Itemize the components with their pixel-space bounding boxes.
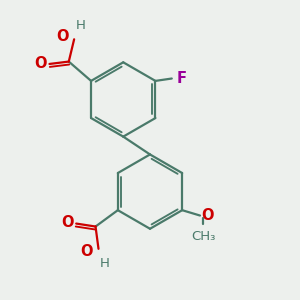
Text: O: O — [81, 244, 93, 259]
Text: O: O — [56, 29, 69, 44]
Text: O: O — [61, 215, 74, 230]
Text: CH₃: CH₃ — [191, 230, 216, 243]
Text: O: O — [34, 56, 47, 70]
Text: F: F — [176, 71, 186, 86]
Text: H: H — [99, 257, 109, 270]
Text: O: O — [202, 208, 214, 223]
Text: H: H — [76, 19, 85, 32]
